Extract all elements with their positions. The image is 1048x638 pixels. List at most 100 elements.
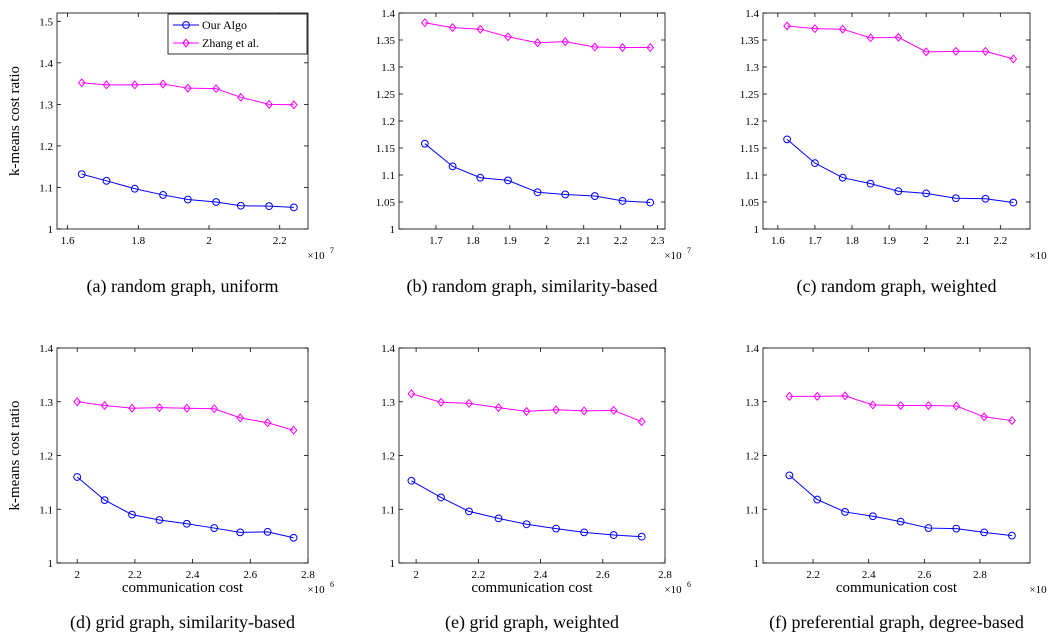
data-point-zhang [522,406,531,416]
axes-box [398,12,666,230]
data-point-our-algo [210,524,219,532]
data-point-our-algo [155,516,164,524]
y-tick-label: 1.2 [381,451,395,463]
panel-caption: (a) random graph, uniform [87,276,279,297]
data-point-our-algo [437,493,445,502]
data-point-zhang [265,99,273,109]
series-line-zhang [77,401,294,431]
data-point-our-algo [783,135,792,144]
data-point-zhang [1009,54,1018,64]
data-point-zhang [494,403,503,413]
data-point-our-algo [263,527,272,536]
data-point-zhang [533,38,542,48]
data-point-our-algo [504,176,512,185]
data-point-zhang [561,37,570,47]
series-line-zhang [81,82,294,106]
x-axis-label: communication cost [122,580,244,596]
y-tick-label: 1 [48,224,54,236]
y-tick-label: 1 [48,558,54,570]
x-exponent-power: 7 [687,246,691,255]
x-tick-label: 1.6 [61,235,75,247]
data-point-zhang [476,24,485,34]
x-tick-label: 2.6 [243,569,257,581]
axes-box [56,12,309,230]
data-point-our-algo [590,192,599,200]
x-tick-label: 2 [206,235,212,247]
data-point-our-algo [894,187,903,196]
x-exponent-power: 6 [330,580,334,589]
y-tick-label: 1.2 [381,116,395,128]
x-tick-label: 2.1 [577,235,591,247]
data-point-zhang [77,78,86,88]
data-point-zhang [130,80,139,90]
y-tick-label: 1.4 [745,343,759,355]
x-tick-label: 2.8 [301,569,315,581]
data-point-our-algo [952,524,961,533]
series-line-our-algo [786,138,1014,204]
y-tick-label: 1.1 [39,504,53,516]
data-point-our-algo [476,173,485,182]
data-point-zhang [951,46,960,56]
data-point-our-algo [159,191,167,199]
x-tick-label: 2.4 [862,569,876,581]
data-point-our-algo [236,201,245,210]
x-exponent-label: ×10 [307,584,325,596]
x-exponent-label: ×10 [307,250,325,262]
data-point-zhang [980,412,988,422]
x-tick-label: 2.2 [128,569,142,581]
series-line-zhang [411,393,642,423]
y-tick-label: 1 [754,558,760,570]
data-point-zhang [896,400,905,411]
data-point-our-algo [811,159,819,168]
y-tick-label: 1.35 [376,35,396,47]
y-tick-label: 1 [390,224,396,236]
y-tick-label: 1.3 [381,62,395,74]
data-point-our-algo [102,176,111,185]
data-point-our-algo [922,189,931,198]
legend-entry-label: Zhang et al. [202,36,259,50]
data-point-zhang [437,397,445,407]
data-point-our-algo [533,188,542,197]
x-tick-label: 2.3 [651,235,665,247]
x-tick-label: 1.8 [131,235,145,247]
data-point-zhang [420,18,429,28]
data-point-our-algo [637,532,646,541]
x-tick-label: 2.6 [596,569,610,581]
y-tick-label: 1.25 [740,89,760,101]
data-point-our-algo [924,524,933,532]
data-point-our-algo [420,139,429,148]
data-point-zhang [210,404,219,414]
x-exponent-label: ×10 [1029,584,1047,596]
data-point-zhang [868,400,877,410]
data-point-our-algo [868,512,877,521]
x-axis-label: communication cost [836,580,958,596]
data-point-zhang [981,46,990,56]
chart-panel-d: 2 2.2 2.4 2.6 2.8 1 1.1 1.2 1.3 1.4 ×10 6 k-means co… [7,343,334,633]
data-point-zhang [783,21,791,31]
data-point-our-algo [1009,198,1018,207]
data-point-our-algo [130,184,139,193]
y-tick-label: 1 [754,224,760,236]
data-point-our-algo [1008,531,1016,540]
data-point-zhang [866,33,875,43]
x-tick-label: 1.7 [808,235,822,247]
data-point-zhang [407,389,416,399]
data-point-our-algo [289,533,298,542]
y-tick-label: 1.15 [740,143,760,155]
data-point-our-algo [980,528,989,537]
series-line-zhang [789,395,1012,422]
x-axis-label: communication cost [471,580,593,596]
series-line-zhang [424,22,651,49]
data-point-zhang [448,23,457,33]
x-tick-label: 2 [74,569,80,581]
chart-panel-b: 1.7 1.8 1.9 2 2.1 2.2 2.3 1 1.05 1.1 1.15 1.2 1.25 1.… [376,8,691,297]
y-tick-label: 1.4 [381,343,395,355]
data-point-zhang [128,403,136,413]
y-tick-label: 1.4 [39,343,53,355]
x-tick-label: 1.8 [845,235,859,247]
series-line-our-algo [81,173,294,208]
series-line-our-algo [789,475,1012,537]
data-point-our-algo [407,476,416,485]
legend-marker-diamond [182,38,190,48]
data-point-our-algo [522,520,531,529]
